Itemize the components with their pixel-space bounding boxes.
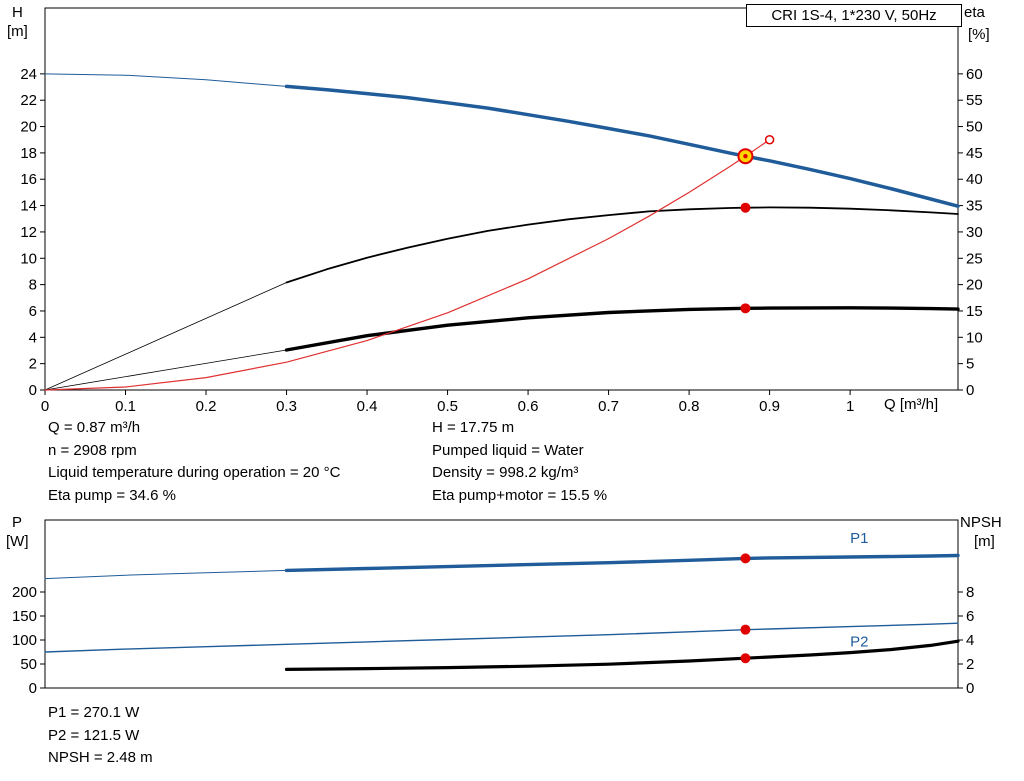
y-right-tick-label: 6 bbox=[966, 608, 974, 625]
y-right-tick-label: 60 bbox=[966, 66, 983, 83]
eta-axis-unit: [%] bbox=[968, 26, 990, 43]
y-right-tick-label: 4 bbox=[966, 632, 974, 649]
npsh-axis-label: NPSH bbox=[960, 514, 1002, 531]
p1-curve-thin bbox=[44, 569, 287, 580]
pumped-liquid-line: Pumped liquid = Water bbox=[432, 441, 584, 459]
speed-value-line: n = 2908 rpm bbox=[48, 441, 137, 459]
p-axis-unit: [W] bbox=[6, 533, 29, 550]
eta-pump-marker bbox=[740, 202, 751, 213]
y-left-tick-label: 14 bbox=[20, 198, 37, 215]
y-left-tick-label: 6 bbox=[29, 303, 37, 320]
x-tick-label: 0.6 bbox=[518, 398, 539, 415]
y-right-tick-label: 50 bbox=[966, 119, 983, 136]
p1-series-label: P1 bbox=[850, 530, 868, 547]
eta-pump-curve bbox=[285, 206, 959, 284]
y-right-tick-label: 0 bbox=[966, 680, 974, 697]
x-tick-label: 0.4 bbox=[357, 398, 378, 415]
y-left-tick-label: 50 bbox=[20, 656, 37, 673]
y-left-tick-label: 24 bbox=[20, 66, 37, 83]
p2-value-line: P2 = 121.5 W bbox=[48, 726, 140, 744]
x-tick-label: 0.9 bbox=[759, 398, 780, 415]
eta-axis-label: eta bbox=[964, 4, 985, 21]
flow-value-line: Q = 0.87 m³/h bbox=[48, 419, 141, 436]
y-right-tick-label: 5 bbox=[966, 356, 974, 373]
y-left-tick-label: 18 bbox=[20, 145, 37, 162]
plot-border bbox=[44, 519, 959, 689]
y-right-tick-label: 25 bbox=[966, 250, 983, 267]
duty-info-right: H = 17.75 m Pumped liquid = Water Densit… bbox=[432, 417, 607, 507]
plot-border bbox=[44, 7, 959, 391]
y-left-tick-label: 0 bbox=[29, 382, 37, 399]
eta-pump-motor-value-line: Eta pump+motor = 15.5 % bbox=[432, 486, 608, 504]
y-right-tick-label: 8 bbox=[966, 584, 974, 601]
npsh-value-line: NPSH = 2.48 m bbox=[48, 749, 153, 767]
npsh-axis-unit: [m] bbox=[974, 533, 995, 550]
q-axis-label: Q [m³/h] bbox=[884, 396, 939, 413]
head-value-line: H = 17.75 m bbox=[432, 419, 515, 436]
x-tick-label: 0.2 bbox=[196, 398, 217, 415]
p1-marker bbox=[740, 553, 751, 564]
y-left-tick-label: 0 bbox=[29, 680, 37, 697]
p-axis-label: P bbox=[12, 514, 23, 531]
eta-pump-motor-curve bbox=[284, 306, 960, 352]
y-left-tick-label: 100 bbox=[12, 632, 37, 649]
p2-curve bbox=[44, 622, 959, 653]
y-right-tick-label: 15 bbox=[966, 303, 983, 320]
x-tick-label: 0.5 bbox=[437, 398, 458, 415]
y-right-tick-label: 20 bbox=[966, 277, 983, 294]
eta-pump-curve-thin bbox=[44, 282, 287, 391]
y-right-tick-label: 0 bbox=[966, 382, 974, 399]
liquid-temp-line: Liquid temperature during operation = 20… bbox=[48, 464, 341, 482]
y-right-tick-label: 30 bbox=[966, 224, 983, 241]
p1-curve bbox=[284, 553, 960, 573]
x-tick-label: 0 bbox=[41, 398, 49, 415]
y-right-tick-label: 35 bbox=[966, 198, 983, 215]
y-right-tick-label: 55 bbox=[966, 92, 983, 109]
head-curve bbox=[284, 84, 960, 208]
eta-pump-motor-marker bbox=[740, 303, 751, 314]
x-tick-label: 0.3 bbox=[276, 398, 297, 415]
y-right-tick-label: 45 bbox=[966, 145, 983, 162]
y-right-tick-label: 10 bbox=[966, 329, 983, 346]
p2-marker bbox=[740, 624, 751, 635]
x-tick-label: 0.8 bbox=[679, 398, 700, 415]
head-curve-thin bbox=[44, 73, 287, 87]
h-axis-label: H bbox=[12, 4, 23, 21]
eta-pump-value-line: Eta pump = 34.6 % bbox=[48, 486, 176, 504]
y-left-tick-label: 4 bbox=[29, 329, 37, 346]
density-value-line: Density = 998.2 kg/m³ bbox=[432, 464, 579, 482]
x-tick-label: 0.7 bbox=[598, 398, 619, 415]
p2-series-label: P2 bbox=[850, 634, 868, 651]
y-left-tick-label: 12 bbox=[20, 224, 37, 241]
y-left-tick-label: 8 bbox=[29, 277, 37, 294]
h-axis-unit: [m] bbox=[7, 23, 28, 40]
y-left-tick-label: 150 bbox=[12, 608, 37, 625]
y-left-tick-label: 20 bbox=[20, 119, 37, 136]
pump-title-box: CRI 1S-4, 1*230 V, 50Hz bbox=[746, 4, 962, 27]
duty-info-left: Q = 0.87 m³/h n = 2908 rpm Liquid temper… bbox=[48, 417, 340, 507]
y-left-tick-label: 22 bbox=[20, 92, 37, 109]
p1-value-line: P1 = 270.1 W bbox=[48, 704, 140, 721]
system-curve-end-marker bbox=[764, 134, 775, 145]
system-curve bbox=[44, 139, 771, 391]
y-left-tick-label: 10 bbox=[20, 250, 37, 267]
x-tick-label: 1 bbox=[846, 398, 854, 415]
y-right-tick-label: 2 bbox=[966, 656, 974, 673]
power-info-block: P1 = 270.1 W P2 = 121.5 W NPSH = 2.48 m bbox=[48, 702, 153, 770]
y-left-tick-label: 200 bbox=[12, 584, 37, 601]
eta-pump-motor-curve-thin bbox=[44, 349, 287, 391]
y-left-tick-label: 2 bbox=[29, 356, 37, 373]
npsh-marker bbox=[740, 653, 751, 664]
duty-point-marker-center bbox=[743, 153, 748, 159]
x-tick-label: 0.1 bbox=[115, 398, 136, 415]
y-right-tick-label: 40 bbox=[966, 171, 983, 188]
y-left-tick-label: 16 bbox=[20, 171, 37, 188]
